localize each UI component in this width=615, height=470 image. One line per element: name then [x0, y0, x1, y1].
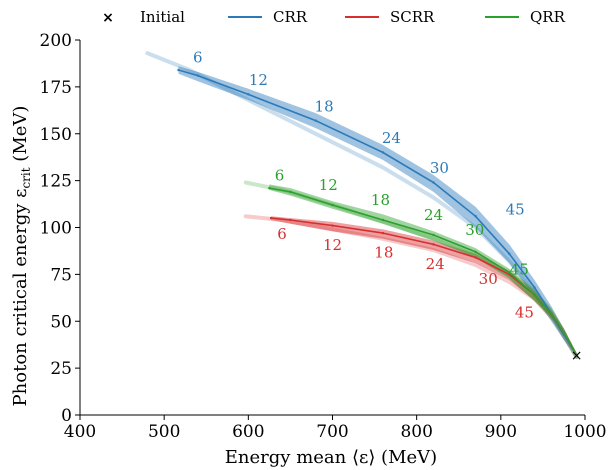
series-point-scrr [381, 231, 385, 235]
legend-label-initial: Initial [140, 8, 185, 26]
series-point-crr [432, 181, 435, 184]
series-point-crr [381, 151, 385, 154]
legend: × Initial CRR SCRR QRR [102, 8, 565, 26]
axes: 400 500 600 700 800 900 1000 0 25 50 75 100 125 150 17… [40, 31, 607, 442]
data-label-crr: 24 [382, 129, 401, 147]
series-point-qrr [562, 331, 566, 334]
series-band-scrr [271, 216, 577, 357]
series-point-qrr [550, 312, 553, 315]
y-tick-label: 50 [50, 312, 72, 332]
x-tick-label: 900 [485, 422, 517, 442]
legend-marker-initial: × [102, 10, 114, 26]
y-axis-label: Photon critical energy εcrit (MeV) [10, 106, 33, 407]
legend-label-scrr: SCRR [390, 8, 435, 26]
data-label-qrr: 30 [465, 221, 484, 239]
data-label-crr: 18 [315, 97, 334, 115]
data-label-scrr: 18 [374, 244, 393, 262]
y-tick-label: 150 [40, 125, 72, 145]
x-tick-label: 700 [316, 422, 348, 442]
x-tick-label: 500 [148, 422, 180, 442]
y-tick-label: 0 [61, 406, 72, 426]
series-point-crr [196, 74, 200, 77]
y-axis-label-unit: (MeV) [10, 106, 31, 168]
series-point-scrr [331, 224, 334, 227]
data-label-crr: 12 [249, 71, 268, 89]
series-point-qrr [575, 353, 578, 357]
data-label-scrr: 12 [323, 236, 342, 254]
x-axis-label: Energy mean ⟨ε⟩ (MeV) [225, 447, 437, 468]
legend-label-crr: CRR [273, 8, 308, 26]
initial-point-marker: × [571, 348, 583, 364]
series-point-crr [247, 93, 250, 96]
series-ghost-crr [145, 51, 579, 359]
y-tick-label: 75 [50, 265, 72, 285]
series-point-qrr [268, 186, 271, 190]
data-label-qrr: 18 [371, 191, 390, 209]
series-point-qrr [289, 190, 292, 194]
y-tick-label: 125 [40, 172, 72, 192]
legend-label-qrr: QRR [530, 8, 566, 26]
data-label-crr: 45 [506, 200, 525, 218]
series-point-crr [314, 119, 317, 122]
x-tick-label: 400 [64, 422, 96, 442]
y-tick-label: 25 [50, 359, 72, 379]
series-point-qrr [432, 233, 435, 237]
series-point-scrr [474, 256, 477, 259]
series-point-crr [177, 68, 180, 72]
data-label-qrr: 24 [424, 206, 443, 224]
series-point-qrr [381, 218, 385, 222]
series-point-scrr [289, 218, 292, 222]
data-label-qrr: 6 [275, 167, 285, 185]
data-label-crr: 6 [193, 49, 203, 67]
x-tick-label: 800 [400, 422, 432, 442]
y-axis-label-subscript: crit [19, 167, 33, 188]
series-point-crr [474, 215, 477, 218]
x-tick-label: 600 [232, 422, 264, 442]
series-point-qrr [508, 271, 511, 274]
y-tick-label: 200 [40, 31, 72, 51]
y-tick-label: 175 [40, 78, 72, 98]
data-label-crr: 30 [430, 159, 449, 177]
series-point-qrr [474, 250, 477, 254]
data-label-scrr: 45 [515, 304, 534, 322]
data-label-qrr: 12 [319, 176, 338, 194]
series-point-scrr [432, 243, 435, 246]
data-label-scrr: 6 [277, 225, 287, 243]
series-lines: × [177, 68, 583, 364]
data-label-scrr: 30 [479, 270, 498, 288]
series-point-scrr [269, 216, 273, 220]
series-point-qrr [533, 293, 536, 297]
series-point-crr [533, 286, 536, 289]
series-point-crr [508, 252, 511, 255]
series-point-qrr [331, 203, 334, 207]
data-labels: 6 12 18 24 30 45 6 12 18 24 30 45 6 12 18 24 30 45 [193, 49, 534, 322]
y-tick-label: 100 [40, 219, 72, 239]
x-tick-label: 1000 [563, 422, 606, 442]
data-label-qrr: 45 [510, 260, 529, 278]
series-ghost-scrr [243, 214, 579, 359]
data-label-scrr: 24 [426, 255, 445, 273]
